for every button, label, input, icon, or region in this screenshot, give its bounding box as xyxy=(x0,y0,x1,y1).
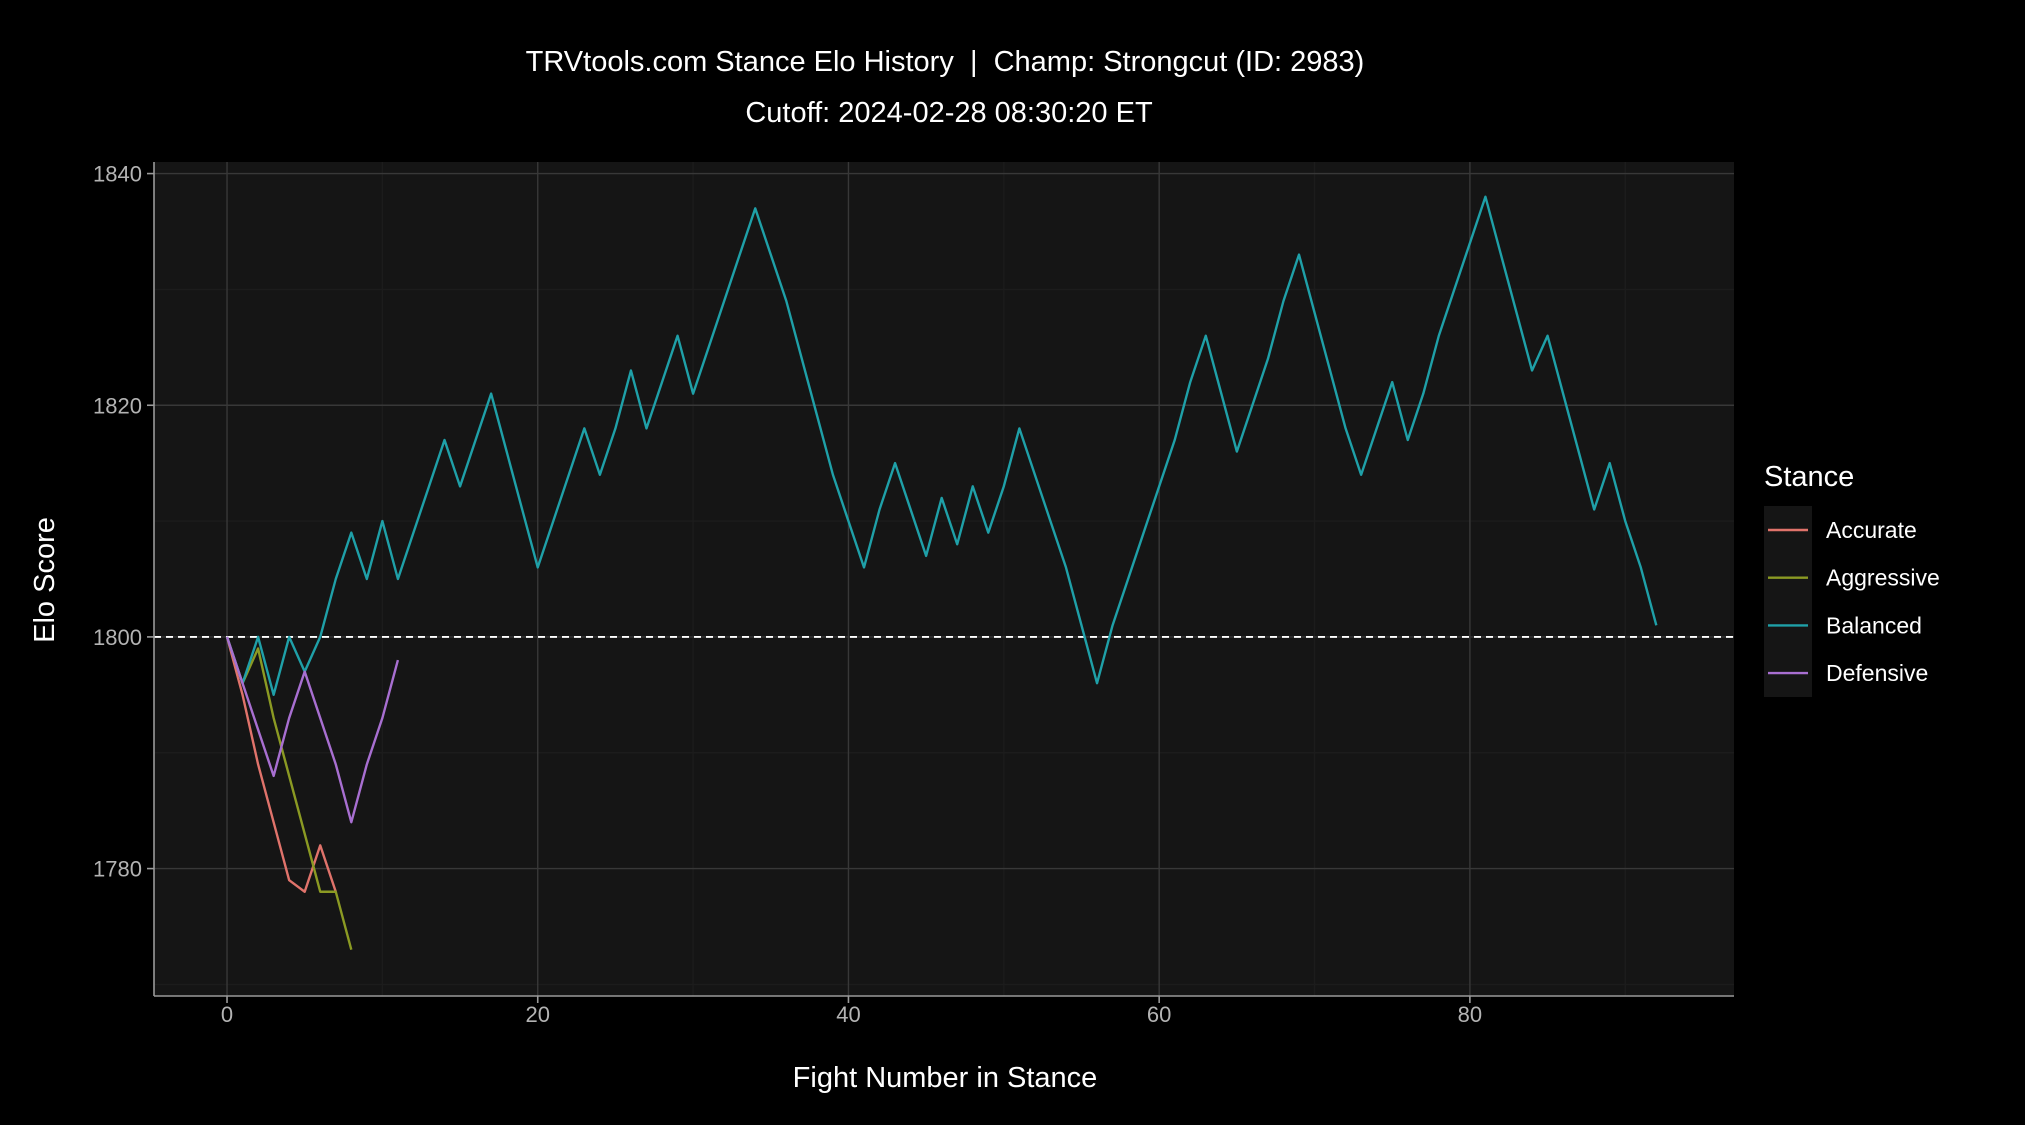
legend-label-balanced: Balanced xyxy=(1826,612,1922,638)
legend-key-background xyxy=(1764,506,1812,697)
y-tick-label: 1800 xyxy=(93,625,142,650)
chart-title: TRVtools.com Stance Elo History | Champ:… xyxy=(526,46,1365,78)
x-axis-title: Fight Number in Stance xyxy=(793,1062,1098,1094)
series-line-aggressive xyxy=(225,636,353,950)
plot-panel xyxy=(154,162,1734,996)
legend-label-defensive: Defensive xyxy=(1826,660,1928,686)
legend: Stance Accurate Aggressive Balanced Defensi… xyxy=(1764,461,1940,697)
y-axis-title: Elo Score xyxy=(29,517,61,643)
x-tick-label: 20 xyxy=(525,1002,549,1027)
chart-subtitle: Cutoff: 2024-02-28 08:30:20 ET xyxy=(745,97,1153,129)
y-tick-label: 1780 xyxy=(93,857,142,882)
grid-major xyxy=(154,162,1734,996)
series-line-balanced xyxy=(225,195,1658,697)
x-tick-label: 40 xyxy=(836,1002,860,1027)
legend-label-aggressive: Aggressive xyxy=(1826,565,1940,591)
x-tick-label: 0 xyxy=(221,1002,233,1027)
series-line-defensive xyxy=(225,636,400,824)
y-tick-label: 1840 xyxy=(93,162,142,187)
series-layer xyxy=(225,195,1658,950)
legend-title: Stance xyxy=(1764,461,1854,493)
ticks-layer: 0 20 40 60 80 1780 1800 1820 1840 xyxy=(93,162,1482,1027)
y-tick-label: 1820 xyxy=(93,393,142,418)
legend-label-accurate: Accurate xyxy=(1826,517,1917,543)
x-tick-label: 60 xyxy=(1147,1002,1171,1027)
legend-items: Accurate Aggressive Balanced Defensive xyxy=(1768,517,1940,686)
x-tick-label: 80 xyxy=(1458,1002,1482,1027)
series-line-accurate xyxy=(225,636,337,893)
